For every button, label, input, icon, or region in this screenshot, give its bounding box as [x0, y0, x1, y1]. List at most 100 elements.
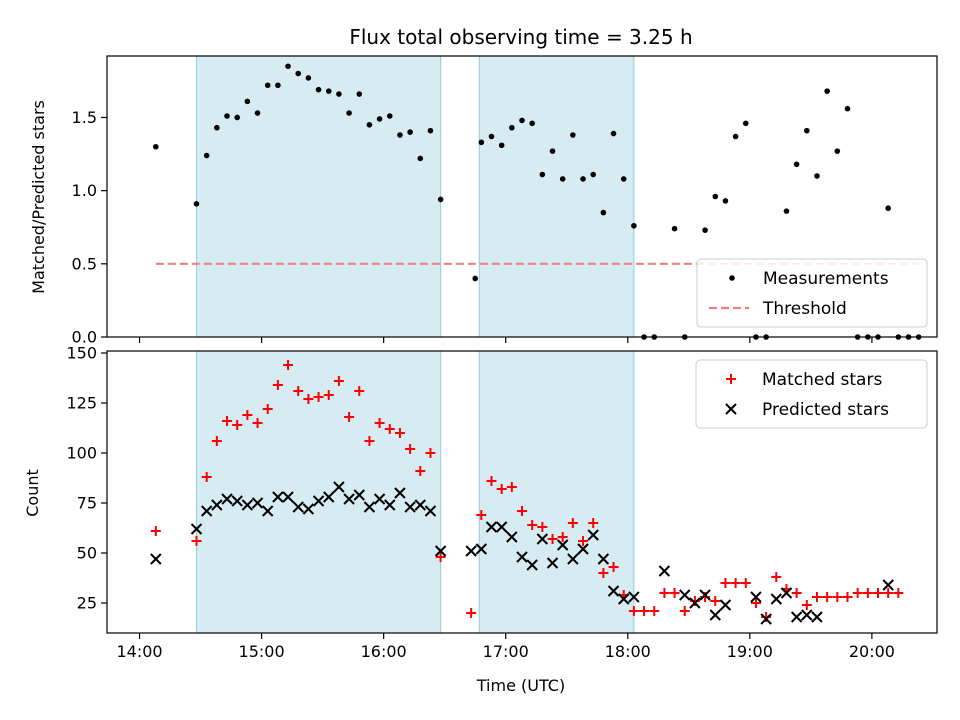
measurements-point-19	[376, 116, 383, 122]
measurements-point-47	[702, 227, 708, 233]
observing-interval-0	[196, 55, 442, 338]
measurements-point-1	[193, 201, 200, 207]
measurements-point-31	[519, 117, 525, 124]
x-tick-label-5: 19:00	[727, 642, 773, 661]
bottom-y-axis-label: Count	[23, 469, 42, 517]
predicted-stars-point-42	[628, 591, 640, 603]
y-tick-label-1-0: 25	[77, 594, 97, 613]
y-tick-label-0-3: 1.5	[72, 108, 97, 127]
matched-stars-point-37	[578, 536, 589, 546]
x-axis-label: Time (UTC)	[476, 676, 565, 695]
legend-label-threshold: Threshold	[762, 299, 847, 319]
predicted-stars-point-18	[363, 501, 376, 513]
predicted-stars-point-23	[414, 499, 426, 511]
legend-swatch-measurements	[729, 275, 735, 281]
measurements-point-50	[732, 133, 739, 140]
legend-label-matched-stars: Matched stars	[762, 370, 882, 390]
matched-stars-point-11	[293, 386, 304, 396]
predicted-stars-point-35	[556, 539, 569, 551]
measurements-point-24	[427, 127, 434, 134]
matched-stars-point-30	[506, 482, 517, 492]
y-tick-label-1-2: 75	[77, 494, 97, 513]
matched-stars-point-0	[150, 526, 161, 536]
legend-0: Measurements Threshold	[696, 258, 928, 328]
matched-stars-point-51	[720, 578, 731, 588]
measurements-point-32	[529, 120, 535, 127]
predicted-stars-point-29	[495, 521, 508, 533]
predicted-stars-point-13	[312, 495, 325, 507]
predicted-stars-point-40	[607, 585, 620, 597]
measurements-point-11	[295, 70, 302, 77]
predicted-stars-point-27	[475, 543, 488, 555]
matched-stars-point-59	[801, 600, 812, 610]
measurements-point-41	[620, 176, 627, 182]
matched-stars-point-13	[313, 392, 324, 402]
measurements-point-26	[472, 275, 479, 282]
measurements-point-2	[203, 152, 210, 159]
measurements-point-23	[417, 155, 424, 162]
measurements-point-48	[712, 193, 719, 200]
measurements-point-7	[254, 110, 261, 116]
matched-stars-point-2	[201, 472, 212, 482]
matched-stars-point-54	[750, 598, 761, 608]
measurements-point-36	[570, 132, 576, 138]
matched-stars-point-18	[364, 436, 375, 446]
matched-stars-point-19	[374, 418, 385, 428]
matched-stars-point-34	[547, 534, 558, 544]
matched-stars-point-61	[822, 592, 833, 602]
measurements-point-29	[498, 142, 505, 149]
predicted-stars-point-8	[262, 505, 274, 517]
matched-stars-point-46	[669, 588, 680, 598]
measurements-point-28	[488, 133, 495, 140]
predicted-stars-point-47	[709, 609, 721, 621]
predicted-stars-point-39	[597, 553, 610, 565]
predicted-stars-point-10	[282, 491, 294, 503]
predicted-stars-point-44	[679, 589, 691, 601]
predicted-stars-point-0	[150, 553, 162, 565]
predicted-stars-point-4	[221, 493, 233, 505]
matched-stars-point-22	[405, 444, 416, 454]
x-tick-label-6: 20:00	[849, 642, 895, 661]
measurements-point-37	[580, 176, 586, 182]
measurements-point-9	[275, 82, 281, 89]
legend-box-0	[696, 258, 928, 328]
matched-stars-point-38	[588, 518, 599, 528]
measurements-point-5	[234, 114, 240, 121]
measurements-point-35	[559, 176, 566, 182]
predicted-stars-point-12	[302, 503, 315, 515]
matched-stars-point-66	[873, 588, 884, 598]
matched-stars-point-40	[608, 562, 619, 572]
measurements-point-10	[285, 63, 291, 70]
predicted-stars-point-5	[231, 495, 243, 507]
measurements-point-34	[549, 148, 556, 154]
matched-stars-point-27	[476, 510, 487, 520]
predicted-stars-point-54	[801, 609, 813, 621]
predicted-stars-point-56	[882, 579, 894, 591]
matched-stars-point-23	[415, 466, 426, 476]
legend-swatch-predicted-stars	[725, 403, 737, 415]
predicted-stars-point-33	[536, 533, 549, 545]
matched-stars-point-65	[862, 588, 873, 598]
top-y-axis-label: Matched/Predicted stars	[29, 100, 48, 294]
predicted-stars-point-17	[353, 489, 365, 501]
matched-stars-point-17	[354, 386, 365, 396]
matched-stars-point-20	[384, 424, 395, 434]
predicted-stars-point-53	[790, 611, 803, 623]
matched-stars-point-28	[486, 476, 497, 486]
data-marks	[153, 63, 922, 340]
measurements-point-55	[793, 161, 800, 168]
matched-stars-point-50	[710, 596, 721, 606]
measurements-point-60	[844, 105, 851, 112]
measurements-point-22	[407, 129, 413, 135]
matched-stars-point-24	[425, 448, 436, 458]
measurements-point-49	[722, 198, 729, 204]
predicted-stars-point-55	[811, 611, 823, 623]
y-tick-label-0-2: 1.0	[72, 181, 97, 200]
matched-stars-point-56	[771, 572, 782, 582]
matched-stars-point-64	[852, 588, 863, 598]
predicted-stars-point-20	[384, 499, 396, 511]
predicted-stars-point-24	[424, 505, 437, 517]
matched-stars-point-31	[517, 506, 527, 516]
matched-stars-point-55	[761, 612, 772, 622]
y-tick-label-0-1: 0.5	[72, 254, 97, 273]
